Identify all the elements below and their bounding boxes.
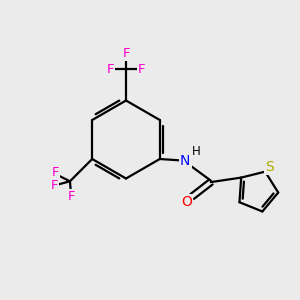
Text: F: F [52,167,59,179]
Text: F: F [122,47,130,60]
Text: S: S [265,160,274,174]
Text: H: H [192,145,201,158]
Text: F: F [51,179,58,192]
Text: F: F [107,62,114,76]
Text: F: F [68,190,75,203]
Text: O: O [181,195,192,209]
Text: N: N [180,154,190,167]
Text: F: F [138,62,146,76]
